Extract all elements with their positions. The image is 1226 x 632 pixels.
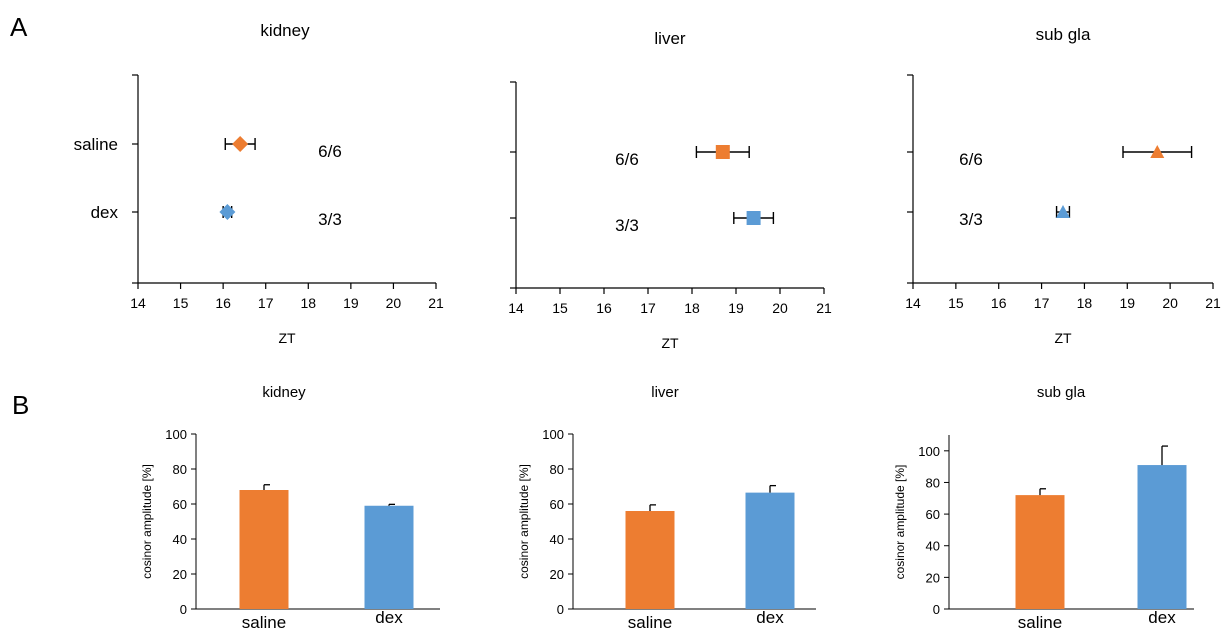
dot-liver-title: liver xyxy=(654,29,686,48)
dot-kidney-count-dex: 3/3 xyxy=(318,210,342,229)
bar-kidney-category-label-saline: saline xyxy=(242,613,286,632)
bar-kidney-y-tick-label: 60 xyxy=(173,497,187,512)
dot-liver-x-label: ZT xyxy=(661,335,679,351)
dot-kidney-count-saline: 6/6 xyxy=(318,142,342,161)
dot-sub-gla-count-saline: 6/6 xyxy=(959,150,983,169)
dot-sub-gla-x-tick-label: 15 xyxy=(948,295,964,311)
dot-kidney-x-tick-label: 18 xyxy=(300,295,316,311)
dot-liver-x-tick-label: 17 xyxy=(640,300,656,316)
dot-liver-x-tick-label: 14 xyxy=(508,300,524,316)
bar-liver-y-label: cosinor amplitude [%] xyxy=(517,464,531,579)
bar-sub-gla-y-tick-label: 40 xyxy=(926,539,940,554)
bar-liver-bar-saline xyxy=(625,511,675,609)
dot-kidney-row-label-dex: dex xyxy=(91,203,119,222)
dot-kidney-title: kidney xyxy=(260,21,310,40)
dot-kidney-x-tick-label: 16 xyxy=(215,295,231,311)
bar-kidney-y-tick-label: 0 xyxy=(180,602,187,617)
bar-kidney-y-tick-label: 80 xyxy=(173,462,187,477)
dot-kidney-x-tick-label: 15 xyxy=(173,295,189,311)
dot-liver-x-tick-label: 21 xyxy=(816,300,832,316)
dot-kidney-x-tick-label: 17 xyxy=(258,295,274,311)
dot-sub-gla-x-tick-label: 14 xyxy=(905,295,921,311)
bar-kidney-y-tick-label: 100 xyxy=(165,427,187,442)
dot-kidney-point-saline xyxy=(232,136,249,152)
bar-sub-gla-y-tick-label: 100 xyxy=(918,444,940,459)
bar-liver-y-tick-label: 100 xyxy=(542,427,564,442)
dot-liver-x-tick-label: 18 xyxy=(684,300,700,316)
bar-kidney-category-label-dex: dex xyxy=(375,608,403,627)
dot-liver-count-saline: 6/6 xyxy=(615,150,639,169)
dot-sub-gla-x-tick-label: 17 xyxy=(1034,295,1050,311)
dot-liver-point-saline xyxy=(715,145,730,159)
bar-sub-gla-category-label-saline: saline xyxy=(1018,613,1062,632)
dot-liver-x-tick-label: 19 xyxy=(728,300,744,316)
dot-kidney-row-label-saline: saline xyxy=(74,135,118,154)
dot-liver-point-dex xyxy=(746,211,761,225)
dot-sub-gla-point-saline xyxy=(1150,145,1165,158)
bar-sub-gla-title: sub gla xyxy=(1037,384,1086,401)
bar-sub-gla-y-label: cosinor amplitude [%] xyxy=(893,465,907,580)
dot-sub-gla-x-tick-label: 18 xyxy=(1077,295,1093,311)
bar-liver-category-label-saline: saline xyxy=(628,613,672,632)
bar-sub-gla-category-label-dex: dex xyxy=(1148,608,1176,627)
bar-sub-gla-bar-dex xyxy=(1137,465,1187,609)
dot-kidney-x-label: ZT xyxy=(278,330,296,346)
dot-sub-gla-count-dex: 3/3 xyxy=(959,210,983,229)
panel-label-a: A xyxy=(10,12,28,42)
dot-sub-gla-x-tick-label: 16 xyxy=(991,295,1007,311)
dot-liver-x-tick-label: 16 xyxy=(596,300,612,316)
dot-kidney-x-tick-label: 21 xyxy=(428,295,444,311)
bar-sub-gla-bar-saline xyxy=(1015,495,1065,609)
dot-liver-x-tick-label: 15 xyxy=(552,300,568,316)
bar-liver-title: liver xyxy=(651,384,679,401)
bar-liver-y-tick-label: 80 xyxy=(550,462,564,477)
bar-kidney-y-tick-label: 40 xyxy=(173,532,187,547)
bar-kidney-bar-dex xyxy=(364,505,414,609)
dot-kidney-point-dex xyxy=(219,204,236,220)
bar-liver-y-tick-label: 20 xyxy=(550,567,564,582)
dot-liver-x-tick-label: 20 xyxy=(772,300,788,316)
dot-sub-gla-x-label: ZT xyxy=(1054,330,1072,346)
bar-kidney-title: kidney xyxy=(262,384,306,401)
bar-liver-category-label-dex: dex xyxy=(756,608,784,627)
bar-kidney-y-tick-label: 20 xyxy=(173,567,187,582)
bar-kidney-bar-saline xyxy=(239,490,289,609)
bar-liver-y-tick-label: 40 xyxy=(550,532,564,547)
dot-kidney-x-tick-label: 14 xyxy=(130,295,146,311)
bar-sub-gla-y-tick-label: 0 xyxy=(933,602,940,617)
dot-sub-gla-x-tick-label: 20 xyxy=(1162,295,1178,311)
dot-sub-gla-x-tick-label: 19 xyxy=(1119,295,1135,311)
bar-kidney-y-label: cosinor amplitude [%] xyxy=(140,464,154,579)
dot-sub-gla-point-dex xyxy=(1056,205,1070,218)
bar-liver-y-tick-label: 0 xyxy=(557,602,564,617)
dot-sub-gla-title: sub gla xyxy=(1036,25,1091,44)
bar-sub-gla-y-tick-label: 20 xyxy=(926,570,940,585)
dot-liver-count-dex: 3/3 xyxy=(615,216,639,235)
dot-sub-gla-x-tick-label: 21 xyxy=(1205,295,1221,311)
bar-liver-bar-dex xyxy=(745,492,795,609)
bar-sub-gla-y-tick-label: 80 xyxy=(926,475,940,490)
dot-kidney-x-tick-label: 19 xyxy=(343,295,359,311)
dot-kidney-x-tick-label: 20 xyxy=(386,295,402,311)
bar-liver-y-tick-label: 60 xyxy=(550,497,564,512)
bar-sub-gla-y-tick-label: 60 xyxy=(926,507,940,522)
panel-label-b: B xyxy=(12,390,29,420)
